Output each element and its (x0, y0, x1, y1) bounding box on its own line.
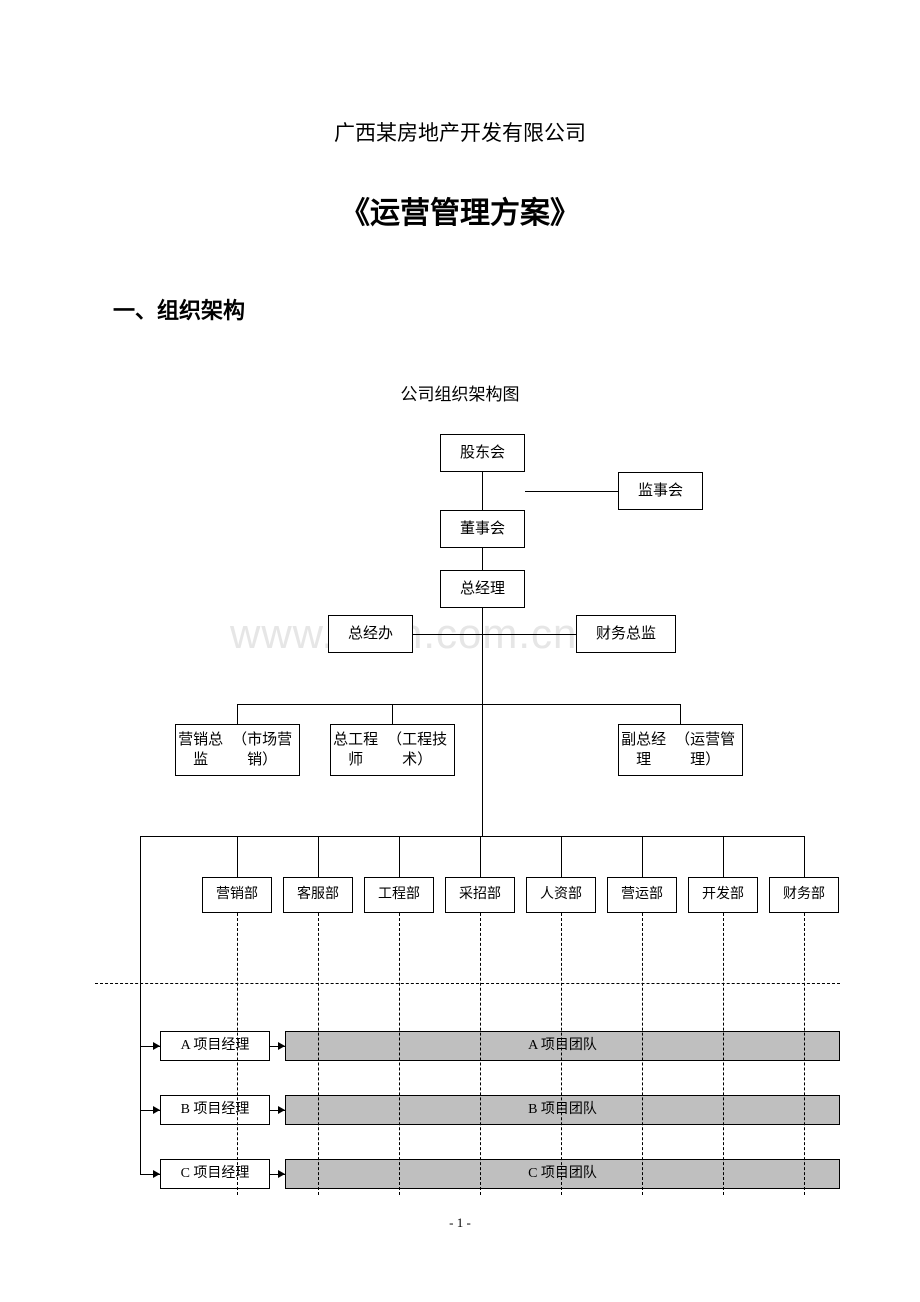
node-gm: 总经理 (440, 570, 525, 608)
arrow-right-icon (153, 1170, 160, 1178)
chart-title: 公司组织架构图 (0, 380, 920, 405)
dept_proc: 采招部 (445, 877, 515, 913)
proj_b-manager: B 项目经理 (160, 1095, 270, 1125)
doc-title: 《运营管理方案》 (0, 188, 920, 232)
node-supervisory: 监事会 (618, 472, 703, 510)
dept_hr: 人资部 (526, 877, 596, 913)
proj_a-team: A 项目团队 (285, 1031, 840, 1061)
dept_eng: 工程部 (364, 877, 434, 913)
node-marketing-director: 营销总监（市场营销） (175, 724, 300, 776)
node-cfo: 财务总监 (576, 615, 676, 653)
dept_mkt: 营销部 (202, 877, 272, 913)
dept_fin: 财务部 (769, 877, 839, 913)
proj_a-manager: A 项目经理 (160, 1031, 270, 1061)
node-vp-operations: 副总经理（运营管理） (618, 724, 743, 776)
arrow-right-icon (153, 1106, 160, 1114)
page-number: - 1 - (0, 1215, 920, 1231)
proj_c-manager: C 项目经理 (160, 1159, 270, 1189)
node-shareholder: 股东会 (440, 434, 525, 472)
page: 广西某房地产开发有限公司 《运营管理方案》 一、组织架构 公司组织架构图 www… (0, 0, 920, 1302)
company-subtitle: 广西某房地产开发有限公司 (0, 117, 920, 147)
node-gm-office: 总经办 (328, 615, 413, 653)
dept_cs: 客服部 (283, 877, 353, 913)
arrow-right-icon (278, 1042, 285, 1050)
dept_op: 营运部 (607, 877, 677, 913)
dept_dev: 开发部 (688, 877, 758, 913)
proj_b-team: B 项目团队 (285, 1095, 840, 1125)
node-chief-engineer: 总工程师（工程技术） (330, 724, 455, 776)
proj_c-team: C 项目团队 (285, 1159, 840, 1189)
section-heading: 一、组织架构 (113, 293, 245, 325)
arrow-right-icon (153, 1042, 160, 1050)
arrow-right-icon (278, 1106, 285, 1114)
node-board: 董事会 (440, 510, 525, 548)
arrow-right-icon (278, 1170, 285, 1178)
